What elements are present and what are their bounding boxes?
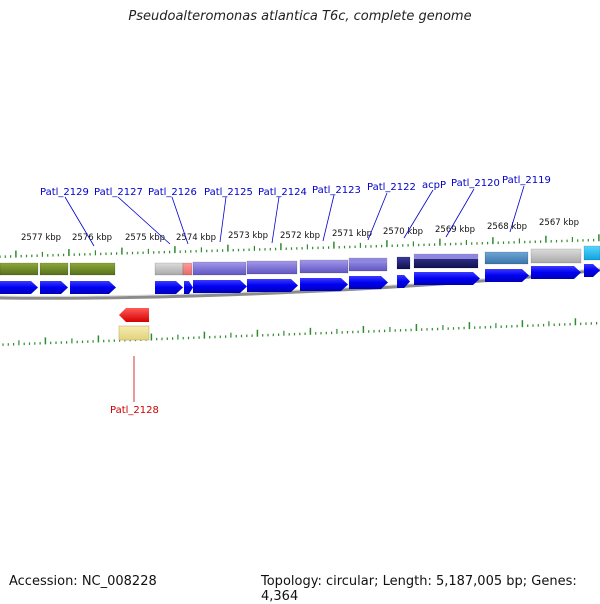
- gene-label[interactable]: acpP: [422, 180, 446, 191]
- label-leader-line: [219, 196, 227, 243]
- gene-reverse-patl-2128[interactable]: [119, 308, 149, 322]
- label-leader-line: [367, 192, 388, 241]
- gene-forward[interactable]: [247, 279, 298, 292]
- gene-label[interactable]: Patl_2119: [502, 175, 551, 186]
- cog-block: [182, 262, 193, 276]
- cog-block-highlight: [414, 254, 478, 259]
- gene-forward[interactable]: [40, 281, 68, 294]
- gene-label[interactable]: Patl_2129: [40, 187, 89, 198]
- cog-block: [530, 248, 582, 264]
- gene-label[interactable]: Patl_2124: [258, 187, 307, 198]
- scale-label: 2576 kbp: [72, 233, 112, 243]
- cog-block: [39, 262, 69, 276]
- scale-label: 2575 kbp: [125, 233, 165, 243]
- gene-forward[interactable]: [397, 275, 410, 288]
- gene-label[interactable]: Patl_2123: [312, 185, 361, 196]
- cog-block-highlight: [349, 258, 387, 263]
- scale-label: 2574 kbp: [176, 233, 216, 243]
- cog-block: [192, 261, 247, 276]
- label-leader-line: [445, 188, 475, 238]
- label-leader-line: [117, 196, 171, 245]
- gene-forward[interactable]: [155, 281, 183, 294]
- label-leader-line: [403, 189, 434, 239]
- gene-label[interactable]: Patl_2122: [367, 182, 416, 193]
- gene-label[interactable]: Patl_2128: [110, 405, 159, 416]
- label-leader-line: [64, 196, 95, 247]
- scale-label: 2569 kbp: [435, 225, 475, 235]
- map-title: Pseudoalteromonas atlantica T6c, complet…: [128, 9, 472, 24]
- gene-forward[interactable]: [70, 281, 116, 294]
- cog-block: [299, 259, 349, 274]
- cog-block: [583, 245, 600, 261]
- cog-block: [0, 262, 39, 276]
- scale-label: 2567 kbp: [539, 218, 579, 228]
- scale-label: 2568 kbp: [487, 222, 527, 232]
- gene-label[interactable]: Patl_2126: [148, 187, 197, 198]
- cog-block-patl-2128: [118, 325, 150, 341]
- gene-forward[interactable]: [584, 264, 600, 277]
- gene-forward[interactable]: [531, 266, 581, 279]
- cog-block: [396, 256, 411, 270]
- scale-label: 2577 kbp: [21, 233, 61, 243]
- scale-label: 2573 kbp: [228, 231, 268, 241]
- gene-forward[interactable]: [349, 276, 388, 289]
- gene-forward[interactable]: [414, 272, 480, 285]
- label-leader-line: [322, 194, 335, 242]
- gene-forward[interactable]: [485, 269, 529, 282]
- gene-forward[interactable]: [193, 280, 247, 293]
- gene-forward[interactable]: [300, 278, 348, 291]
- cog-block: [484, 251, 529, 265]
- cog-block: [154, 262, 184, 276]
- gene-label[interactable]: Patl_2125: [204, 187, 253, 198]
- gene-forward[interactable]: [184, 281, 193, 294]
- scale-label: 2572 kbp: [280, 231, 320, 241]
- cog-block: [69, 262, 116, 276]
- cog-block: [246, 260, 298, 275]
- scale-label: 2571 kbp: [332, 229, 372, 239]
- gene-forward[interactable]: [0, 281, 38, 294]
- gene-label[interactable]: Patl_2127: [94, 187, 143, 198]
- accession-text: Accession: NC_008228: [9, 574, 157, 589]
- label-leader-line: [509, 185, 525, 233]
- label-leader-line: [271, 196, 280, 244]
- gene-label[interactable]: Patl_2120: [451, 178, 500, 189]
- label-leader-line: [171, 196, 189, 245]
- scale-label: 2570 kbp: [383, 227, 423, 237]
